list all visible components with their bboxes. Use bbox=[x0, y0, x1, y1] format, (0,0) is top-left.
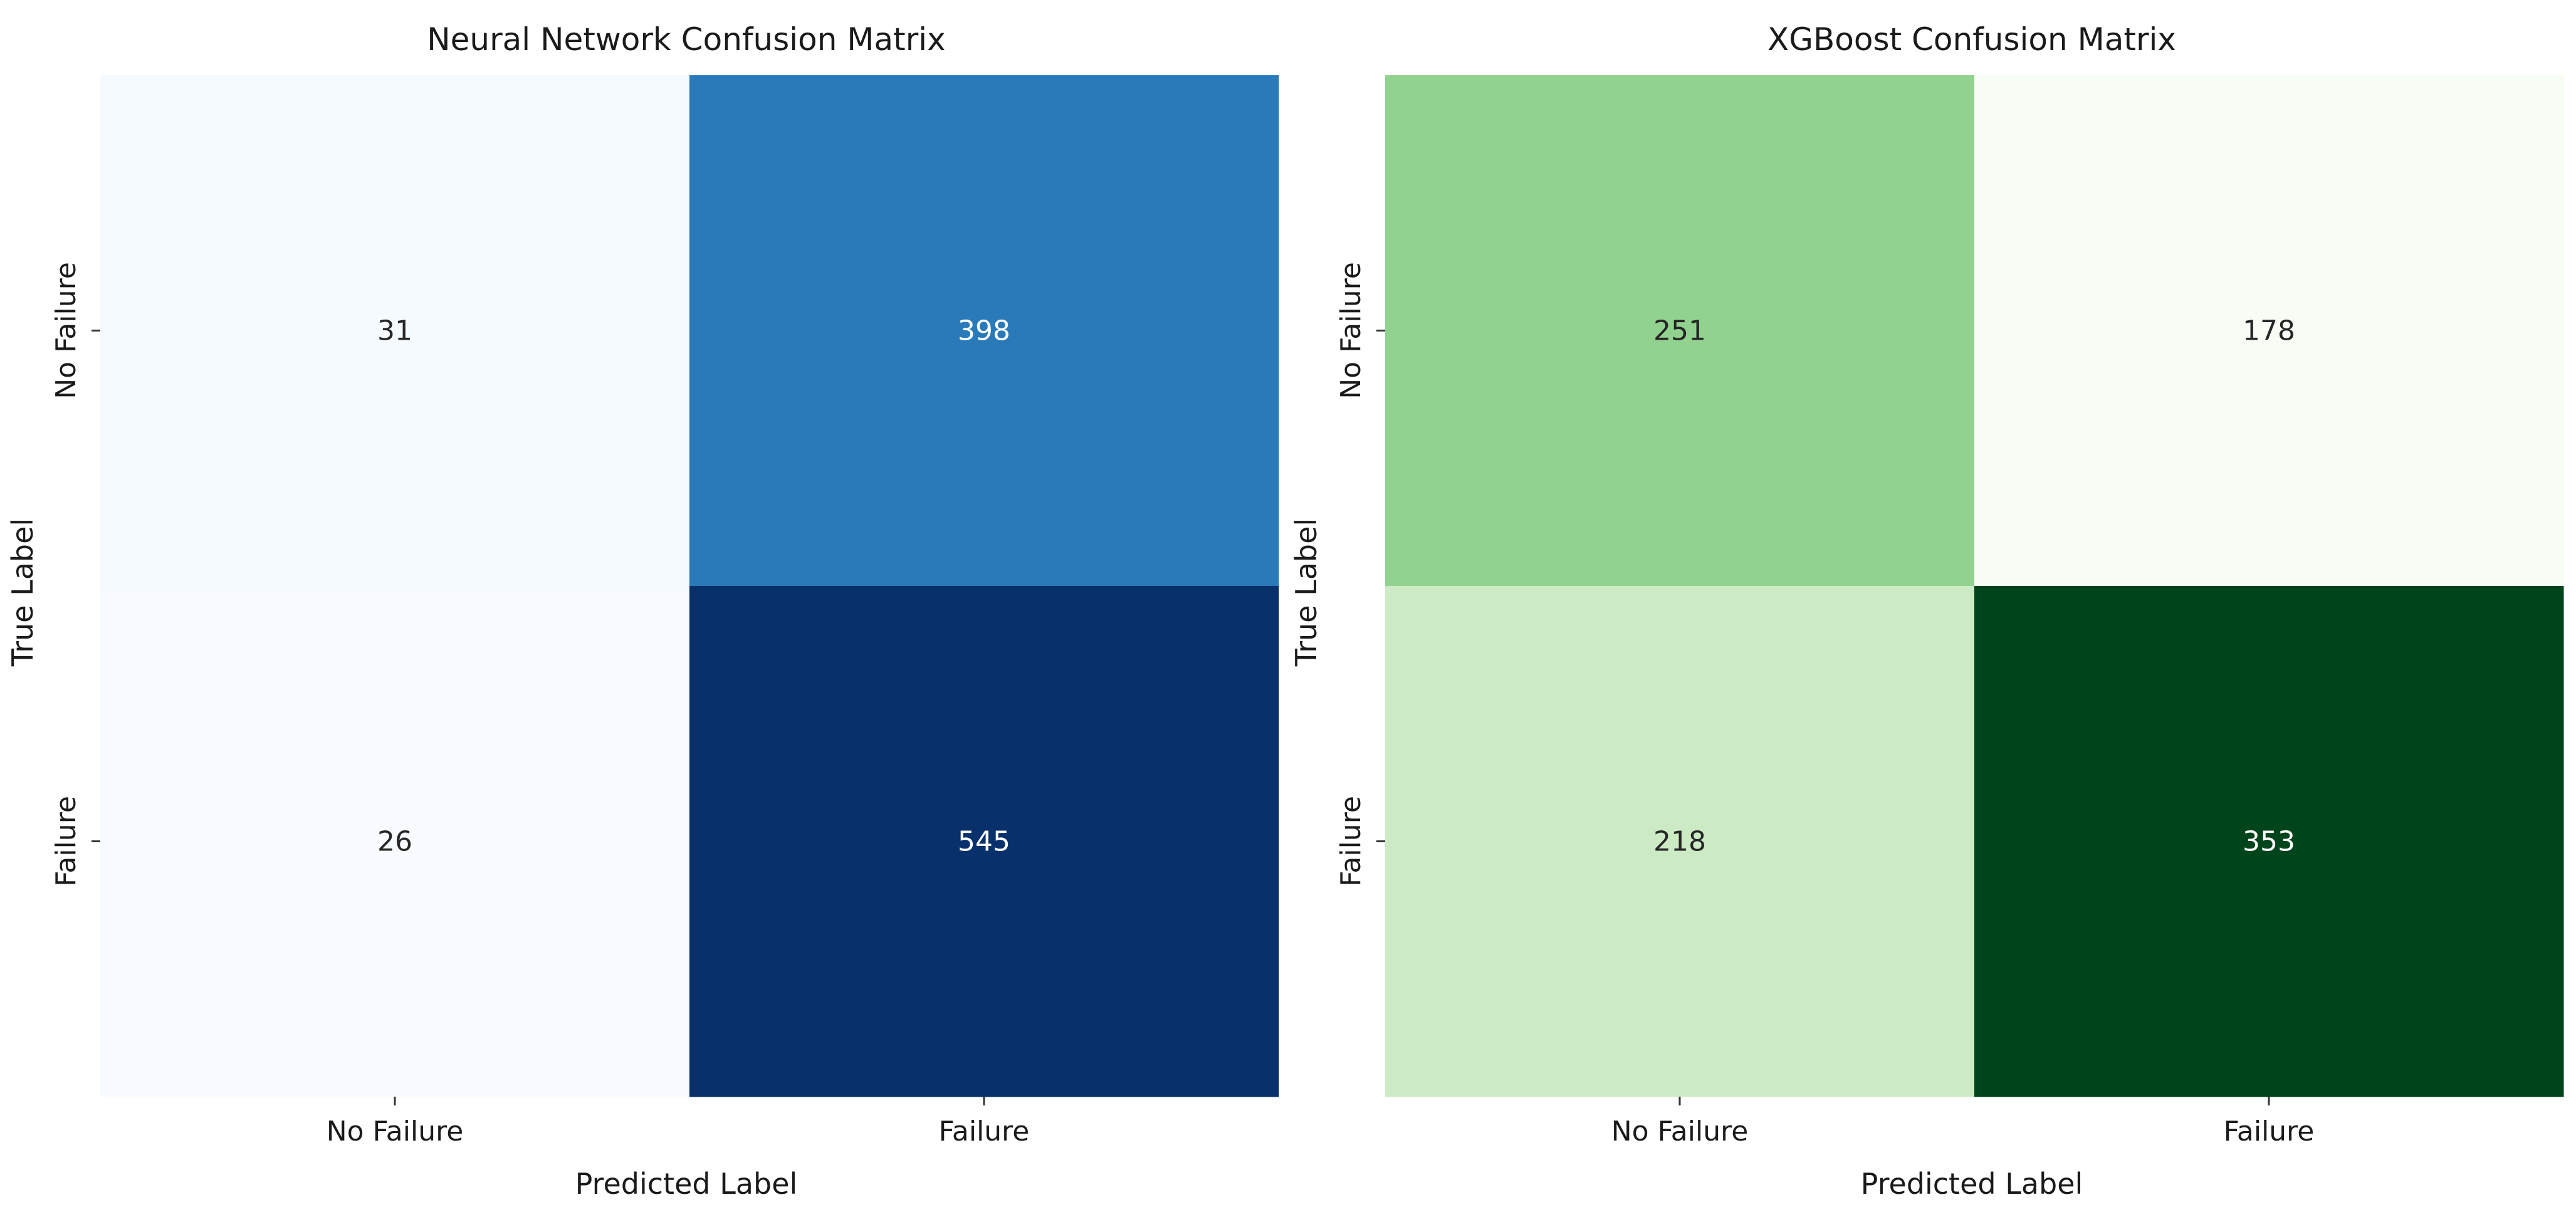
heatmap-cells: 251 178 218 353 bbox=[1385, 75, 2564, 1097]
heatmap-cell-r0-c1 bbox=[689, 75, 1279, 587]
cell-value-label: 26 bbox=[377, 826, 412, 858]
neural-network-confusion-matrix: Neural Network Confusion Matrix 31 398 26 5… bbox=[6, 21, 1279, 1201]
x-tick-label: Failure bbox=[939, 1115, 1030, 1147]
y-tick-label: Failure bbox=[50, 796, 82, 887]
heatmap-cell-r1-c1 bbox=[689, 586, 1279, 1097]
chart-title: XGBoost Confusion Matrix bbox=[1767, 21, 2176, 58]
cell-value-label: 31 bbox=[377, 315, 412, 347]
y-tick-label: No Failure bbox=[1335, 262, 1367, 399]
cell-value-label: 251 bbox=[1653, 315, 1706, 347]
x-axis-ticks: No Failure Failure bbox=[1611, 1097, 2315, 1147]
heatmap-cell-r1-c0 bbox=[100, 586, 690, 1097]
heatmap-cell-r0-c1 bbox=[1974, 75, 2564, 587]
cell-value-label: 218 bbox=[1653, 826, 1706, 858]
x-axis-ticks: No Failure Failure bbox=[327, 1097, 1030, 1147]
cell-value-label: 353 bbox=[2243, 826, 2295, 858]
y-axis-label: True Label bbox=[6, 518, 39, 667]
cell-value-label: 545 bbox=[958, 826, 1010, 858]
cell-value-label: 178 bbox=[2243, 315, 2295, 347]
heatmap-cell-r1-c1 bbox=[1974, 586, 2564, 1097]
x-axis-label: Predicted Label bbox=[1861, 1167, 2083, 1201]
heatmap-cell-r0-c0 bbox=[1385, 75, 1975, 587]
y-tick-label: No Failure bbox=[50, 262, 82, 399]
x-axis-label: Predicted Label bbox=[575, 1167, 798, 1201]
y-axis-ticks: No Failure Failure bbox=[50, 262, 100, 887]
y-axis-label: True Label bbox=[1289, 518, 1323, 667]
x-tick-label: No Failure bbox=[327, 1115, 464, 1147]
y-axis-ticks: No Failure Failure bbox=[1335, 262, 1385, 887]
y-tick-label: Failure bbox=[1335, 796, 1367, 887]
heatmap-cell-r0-c0 bbox=[100, 75, 690, 587]
x-tick-label: No Failure bbox=[1611, 1115, 1749, 1147]
cell-value-label: 398 bbox=[958, 315, 1010, 347]
heatmap-cell-r1-c0 bbox=[1385, 586, 1975, 1097]
x-tick-label: Failure bbox=[2224, 1115, 2315, 1147]
chart-title: Neural Network Confusion Matrix bbox=[427, 21, 946, 58]
heatmap-cells: 31 398 26 545 bbox=[100, 75, 1279, 1097]
xgboost-confusion-matrix: XGBoost Confusion Matrix 251 178 218 353 No… bbox=[1289, 21, 2564, 1201]
